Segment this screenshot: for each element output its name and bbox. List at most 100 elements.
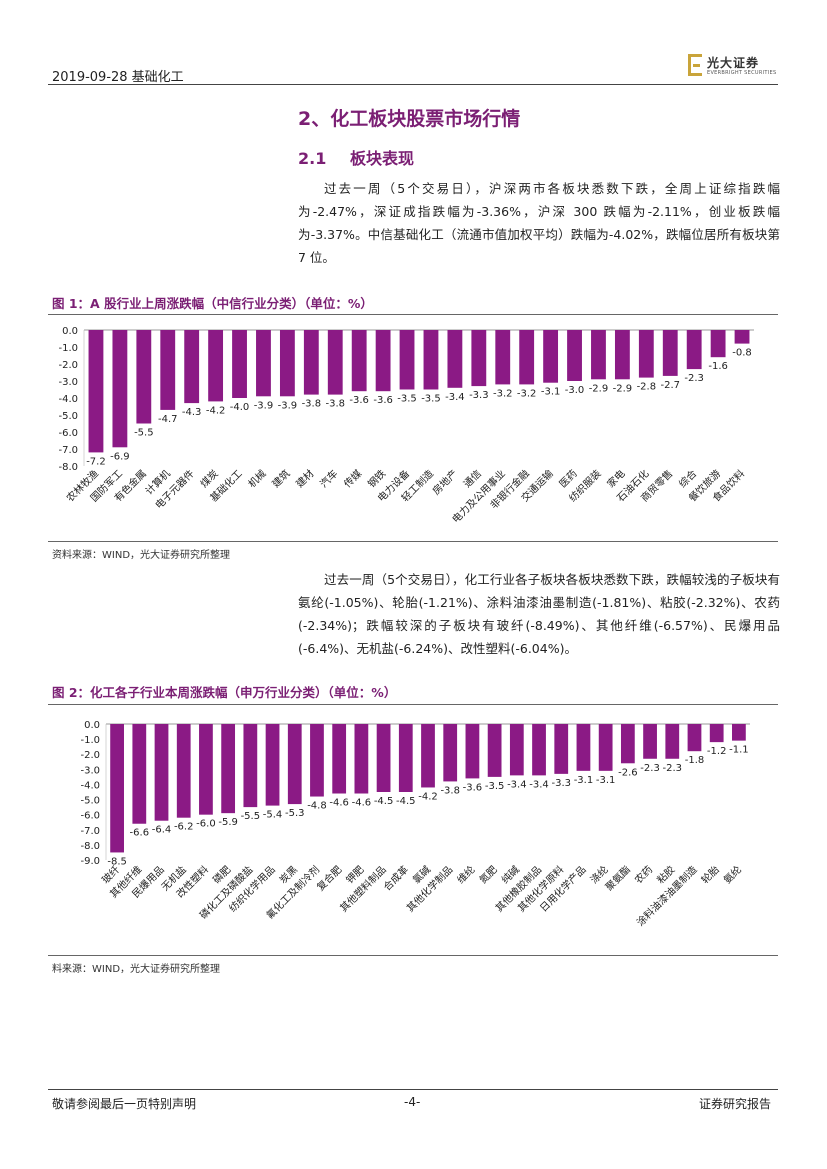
bar <box>221 724 236 814</box>
bar <box>310 724 324 797</box>
bar <box>709 724 724 743</box>
y-tick-label: -2.0 <box>58 360 78 371</box>
data-label: -4.6 <box>329 798 349 809</box>
data-label: -3.5 <box>397 394 417 405</box>
bar <box>160 330 176 410</box>
data-label: -1.1 <box>729 745 749 756</box>
header-divider <box>48 84 778 85</box>
footer-disclaimer: 敬请参阅最后一页特别声明 <box>52 1097 197 1111</box>
bar <box>665 724 680 759</box>
figure1-source: 资料来源：WIND，光大证券研究所整理 <box>52 550 231 561</box>
data-label: -6.9 <box>110 451 130 462</box>
paragraph-subsector-overview: 过去一周（5个交易日），化工行业各子板块各板块悉数下跌，跌幅较浅的子板块有氨纶(… <box>298 572 780 656</box>
bar <box>591 330 606 380</box>
data-label: -2.3 <box>684 373 704 384</box>
y-tick-label: -1.0 <box>58 343 78 354</box>
data-label: -7.2 <box>86 456 106 467</box>
bar <box>620 724 635 764</box>
data-label: -4.3 <box>182 407 202 418</box>
bar <box>662 330 678 376</box>
bar <box>327 330 343 395</box>
figure1-title: 图 1：A 股行业上周涨跌幅（中信行业分类）（单位：%） <box>52 296 373 311</box>
bar <box>375 330 391 392</box>
y-tick-label: -7.0 <box>58 445 78 456</box>
data-label: -6.4 <box>152 825 172 836</box>
figure2-bottom-rule <box>48 955 778 956</box>
category-label: 建材 <box>293 467 316 490</box>
data-label: -5.3 <box>285 808 305 819</box>
figure2-bar-chart: 0.0-1.0-2.0-3.0-4.0-5.0-6.0-7.0-8.0-9.0-… <box>80 720 750 929</box>
y-tick-label: 0.0 <box>84 720 100 731</box>
data-label: -3.5 <box>421 394 441 405</box>
figure1-bar-chart: 0.0-1.0-2.0-3.0-4.0-5.0-6.0-7.0-8.0-7.2农… <box>58 326 754 526</box>
bar <box>208 330 224 402</box>
bar <box>447 330 463 388</box>
figure1-bottom-rule <box>48 541 778 542</box>
bar <box>88 330 104 453</box>
data-label: -3.1 <box>574 775 594 786</box>
bar <box>279 330 295 397</box>
bar <box>471 330 487 387</box>
bar <box>576 724 591 771</box>
data-label: -2.7 <box>660 380 680 391</box>
bar <box>112 330 128 448</box>
bar <box>399 330 415 390</box>
bar <box>184 330 200 404</box>
data-label: -2.9 <box>613 383 633 394</box>
subsection-title: 2.1 板块表现 <box>298 145 414 169</box>
bar <box>614 330 630 380</box>
bar <box>303 330 319 395</box>
bar <box>110 724 124 853</box>
data-label: -3.6 <box>349 395 369 406</box>
bar <box>495 330 511 385</box>
bar <box>232 330 247 398</box>
bar <box>732 724 746 741</box>
y-tick-label: 0.0 <box>62 326 78 337</box>
data-label: -6.6 <box>130 828 150 839</box>
data-label: -4.6 <box>352 798 372 809</box>
data-label: -2.9 <box>589 383 609 394</box>
data-label: -3.0 <box>565 385 585 396</box>
data-label: -4.0 <box>230 402 250 413</box>
data-label: -5.5 <box>134 428 154 439</box>
y-tick-label: -8.0 <box>58 462 78 473</box>
bar <box>256 330 271 397</box>
data-label: -4.7 <box>158 414 178 425</box>
category-label: 聚氨酯 <box>603 863 633 893</box>
category-label: 农药 <box>632 863 655 886</box>
y-tick-label: -9.0 <box>80 856 100 867</box>
bar <box>598 724 613 771</box>
bar <box>243 724 258 808</box>
bar <box>519 330 535 385</box>
category-label: 机械 <box>245 467 268 490</box>
data-label: -5.5 <box>241 811 261 822</box>
category-label: 氨纶 <box>721 863 744 886</box>
data-label: -4.2 <box>418 791 438 802</box>
bar <box>136 330 152 424</box>
header-date-category: 2019-09-28 基础化工 <box>52 70 184 85</box>
logo-name: 光大证券 <box>707 56 760 70</box>
data-label: -0.8 <box>732 348 752 359</box>
bar <box>487 724 502 777</box>
footer-report-type: 证券研究报告 <box>699 1097 772 1111</box>
data-label: -3.3 <box>469 390 489 401</box>
data-label: -8.5 <box>107 856 127 867</box>
bar <box>132 724 147 824</box>
data-label: -3.8 <box>440 785 460 796</box>
subsection-text: 板块表现 <box>350 149 415 168</box>
data-label: -3.1 <box>596 775 616 786</box>
data-label: -3.8 <box>325 399 345 410</box>
bar <box>509 724 524 776</box>
section-title: 2、化工板块股票市场行情 <box>298 108 521 130</box>
bar <box>567 330 582 381</box>
data-label: -6.0 <box>196 819 216 830</box>
category-label: 房地产 <box>430 467 460 497</box>
figure2-top-rule <box>48 704 778 705</box>
bar <box>199 724 213 815</box>
bar <box>332 724 347 794</box>
data-label: -1.8 <box>685 755 705 766</box>
category-label: 汽车 <box>317 467 340 490</box>
y-tick-label: -7.0 <box>80 826 100 837</box>
data-label: -3.6 <box>373 395 393 406</box>
y-tick-label: -1.0 <box>80 735 100 746</box>
